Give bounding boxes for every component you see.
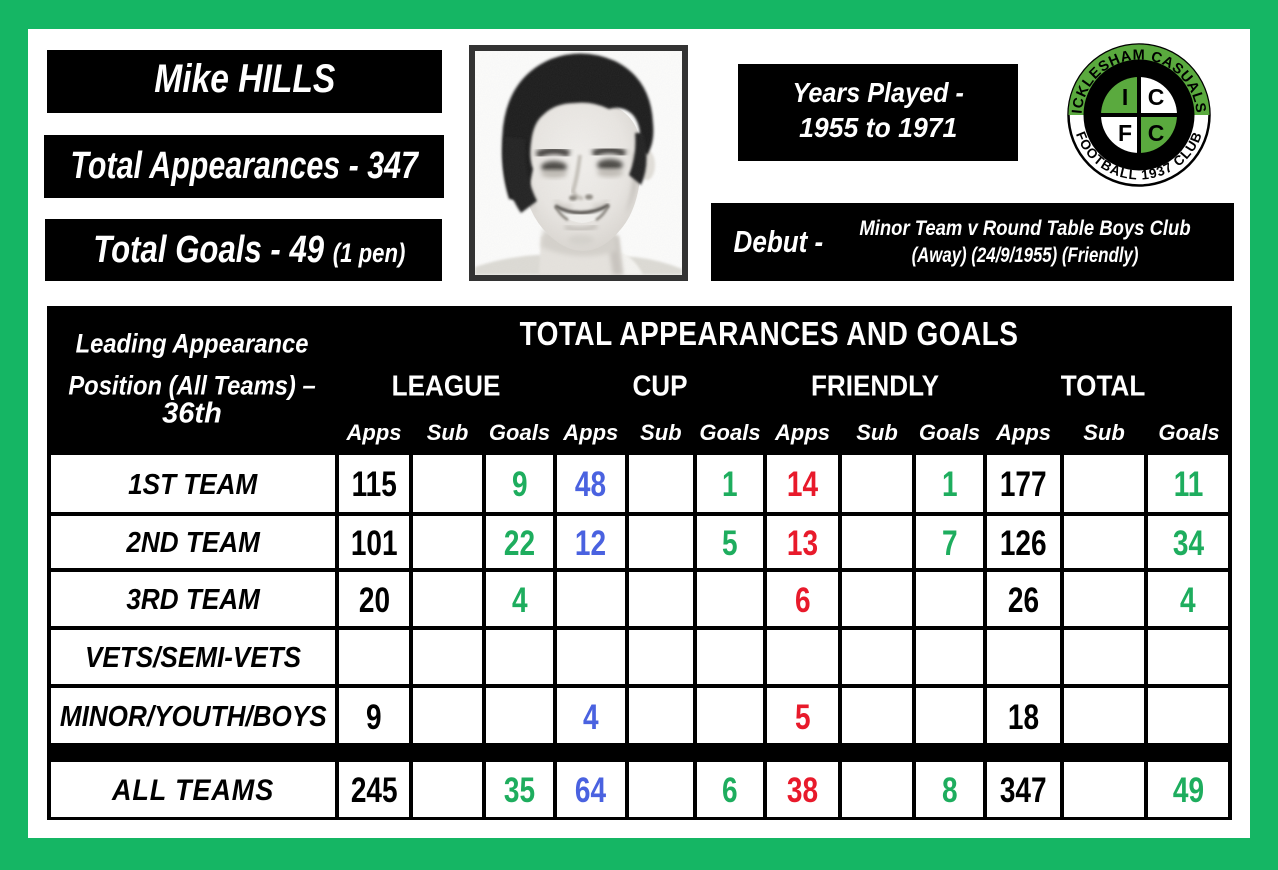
- svg-text:C: C: [1148, 84, 1165, 110]
- svg-text:I: I: [1122, 84, 1128, 110]
- svg-text:C: C: [1148, 120, 1165, 146]
- svg-text:F: F: [1118, 120, 1132, 146]
